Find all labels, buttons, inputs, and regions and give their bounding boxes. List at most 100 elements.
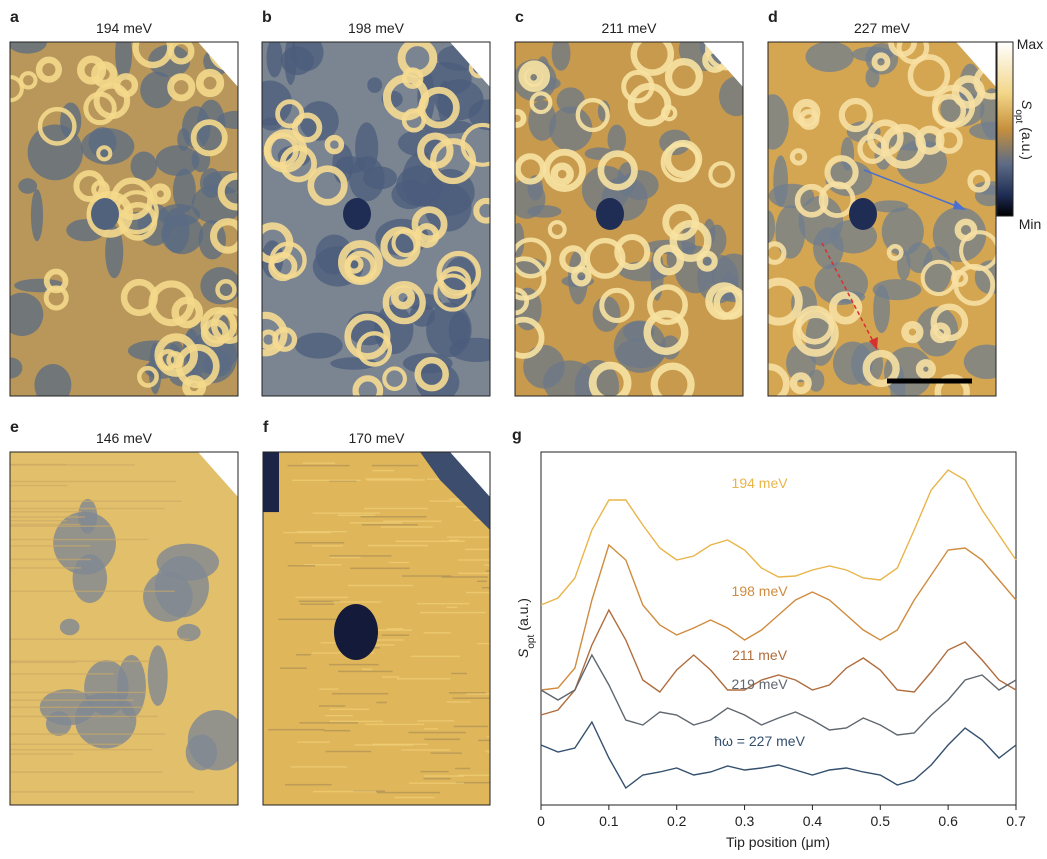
scan-line — [365, 724, 424, 726]
x-tick-label: 0.4 — [803, 813, 823, 829]
domain — [434, 79, 483, 120]
scan-line — [350, 568, 410, 570]
domain — [46, 711, 71, 736]
central-domain — [343, 198, 371, 230]
dark-edge — [263, 452, 279, 512]
domain — [806, 41, 854, 72]
domain — [964, 344, 1010, 379]
domain — [266, 38, 282, 78]
domain — [156, 145, 200, 176]
x-tick-label: 0.6 — [938, 813, 958, 829]
scan-line — [397, 678, 451, 680]
domain — [443, 257, 477, 307]
scan-line — [482, 587, 525, 589]
domain — [34, 364, 71, 406]
subscript: opt — [526, 635, 537, 649]
domain — [719, 76, 754, 116]
y-axis-label: Sopt(a.u.) — [515, 598, 537, 658]
scan-line — [324, 730, 351, 732]
scan-line — [10, 744, 121, 746]
panel-title: 227 meV — [854, 20, 911, 36]
scan-line — [10, 516, 85, 518]
scan-line — [295, 597, 348, 599]
panel-letter: g — [512, 427, 522, 444]
scan-line — [285, 784, 332, 786]
scan-line — [313, 512, 380, 514]
scan-line — [10, 567, 81, 569]
scan-line — [10, 481, 176, 483]
series-line — [541, 655, 1016, 735]
scan-line — [10, 545, 90, 547]
scan-line — [424, 778, 451, 780]
colorbar — [997, 42, 1013, 216]
scan-line — [10, 508, 165, 510]
scan-line — [288, 465, 350, 467]
image — [503, 25, 756, 413]
scan-line — [300, 603, 334, 605]
domain — [391, 180, 427, 209]
panel-title: 211 meV — [602, 20, 658, 36]
scan-line — [333, 601, 381, 603]
scan-line — [296, 654, 311, 656]
scan-line — [10, 707, 143, 709]
central-domain — [91, 198, 119, 230]
scan-line — [368, 545, 428, 547]
domain — [363, 166, 397, 189]
series-label: 198 meV — [732, 583, 789, 599]
figure: a194 meVb198 meVc211 meVd227 meVe146 meV… — [0, 0, 1047, 854]
scan-line — [319, 688, 338, 690]
scan-line — [330, 709, 370, 711]
scan-line — [389, 562, 409, 564]
unit: (a.u.) — [1019, 127, 1035, 160]
scan-line — [484, 564, 532, 566]
domain — [18, 178, 37, 193]
scan-line — [465, 549, 528, 551]
scan-line — [466, 693, 498, 695]
domain — [873, 285, 890, 333]
scan-line — [338, 514, 376, 516]
x-tick-label: 0.7 — [1006, 813, 1026, 829]
scan-line — [446, 607, 457, 609]
scan-line — [10, 591, 175, 593]
series-label: 219 meV — [732, 676, 789, 692]
scan-line — [325, 715, 353, 717]
scan-line — [292, 480, 361, 482]
panel-letter: a — [10, 9, 19, 26]
scan-line — [409, 782, 464, 784]
scan-line — [10, 692, 146, 694]
scan-line — [10, 673, 114, 675]
domain — [523, 345, 565, 389]
scan-line — [10, 539, 148, 541]
panel-title: 194 meV — [96, 20, 153, 36]
domain — [374, 305, 414, 355]
x-tick-label: 0.3 — [735, 813, 755, 829]
scan-line — [10, 639, 189, 641]
scan-line — [299, 722, 358, 724]
scan-line — [348, 585, 413, 587]
x-axis-label: Tip position (μm) — [726, 834, 830, 850]
domain — [449, 312, 470, 349]
scan-line — [402, 575, 451, 577]
scan-line — [319, 705, 345, 707]
scan-line — [376, 702, 386, 704]
image — [263, 452, 546, 805]
scan-line — [447, 536, 494, 538]
scan-line — [424, 775, 464, 777]
scan-line — [329, 664, 378, 666]
unit: (a.u.) — [515, 598, 531, 631]
domain — [117, 655, 146, 718]
scan-line — [291, 766, 347, 768]
scan-line — [420, 771, 448, 773]
scan-line — [485, 750, 506, 752]
scan-line — [424, 632, 451, 634]
series-label: ħω = 227 meV — [714, 733, 805, 749]
series-line — [541, 722, 1016, 788]
scan-line — [394, 797, 434, 799]
dark-domain — [334, 604, 378, 660]
scan-line — [478, 740, 491, 742]
domain — [508, 179, 545, 219]
colorbar-min: Min — [1019, 216, 1042, 232]
scan-line — [297, 741, 330, 743]
scan-line — [487, 752, 499, 754]
panel-letter: e — [10, 419, 19, 436]
